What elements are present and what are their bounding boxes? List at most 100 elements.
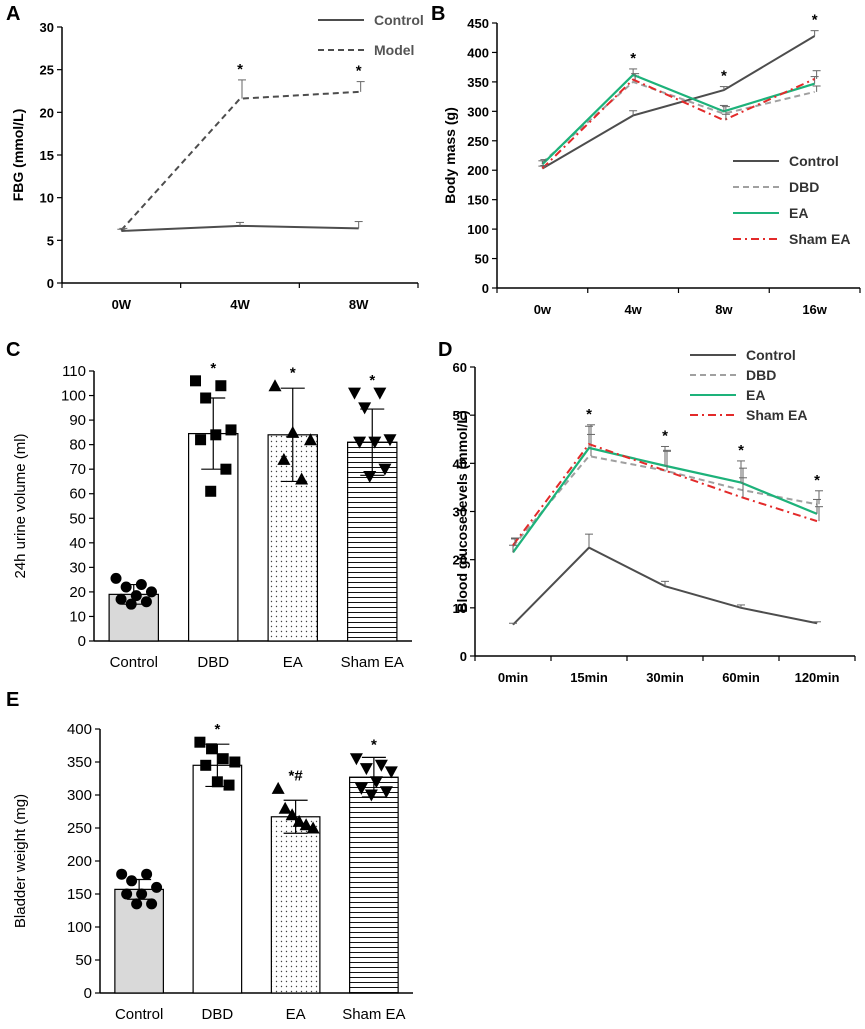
y-axis-title: 24h urine volume (ml) bbox=[12, 433, 29, 578]
y-tick-label: 30 bbox=[69, 559, 86, 576]
series-line-dbd bbox=[512, 455, 818, 547]
y-axis-title: Body mass (g) bbox=[442, 107, 458, 203]
data-point bbox=[126, 875, 138, 887]
y-tick-label: 0 bbox=[84, 985, 92, 1002]
panel-label-d: D bbox=[438, 339, 452, 361]
panel-label-a: A bbox=[6, 3, 20, 25]
significance-star: * bbox=[237, 61, 243, 78]
y-tick-label: 200 bbox=[467, 163, 489, 178]
y-tick-label: 400 bbox=[467, 45, 489, 60]
y-tick-label: 0 bbox=[78, 633, 86, 650]
y-tick-label: 30 bbox=[453, 505, 467, 520]
data-point bbox=[145, 586, 157, 598]
y-tick-label: 30 bbox=[40, 20, 54, 35]
data-point bbox=[136, 888, 148, 900]
x-tick-label: Control bbox=[115, 1006, 163, 1023]
data-point bbox=[190, 375, 202, 387]
legend-label: DBD bbox=[789, 179, 819, 195]
data-point bbox=[358, 402, 372, 415]
y-tick-label: 70 bbox=[69, 461, 86, 478]
y-tick-label: 90 bbox=[69, 412, 86, 429]
bar bbox=[270, 816, 321, 994]
data-point bbox=[205, 485, 217, 497]
x-tick-label: 120min bbox=[795, 670, 840, 685]
series-line-sham-ea bbox=[541, 78, 816, 170]
data-point bbox=[306, 821, 320, 834]
legend-label: Control bbox=[789, 153, 839, 169]
data-point bbox=[384, 766, 398, 779]
legend-label: Model bbox=[374, 42, 414, 58]
x-tick-label: Sham EA bbox=[342, 1006, 405, 1023]
series-line-ea bbox=[541, 73, 815, 166]
y-axis-title: Bladder weight (mg) bbox=[12, 794, 29, 928]
data-point bbox=[303, 433, 317, 446]
data-point bbox=[229, 756, 241, 768]
significance-star: * bbox=[812, 12, 818, 29]
data-point bbox=[200, 392, 212, 404]
series-line-sham-ea bbox=[512, 442, 818, 546]
y-tick-label: 0 bbox=[482, 281, 489, 296]
data-point bbox=[223, 779, 235, 791]
x-tick-label: 0min bbox=[498, 670, 528, 685]
legend-label: EA bbox=[746, 387, 765, 403]
data-point bbox=[135, 579, 147, 591]
data-point bbox=[115, 593, 127, 605]
y-tick-label: 110 bbox=[62, 363, 86, 380]
x-tick-label: 8w bbox=[715, 302, 733, 317]
y-tick-label: 60 bbox=[69, 486, 86, 503]
data-point bbox=[299, 818, 313, 831]
y-tick-label: 100 bbox=[467, 222, 489, 237]
bar bbox=[349, 776, 399, 994]
series-line-control bbox=[121, 224, 359, 232]
y-tick-label: 50 bbox=[75, 952, 92, 969]
y-tick-label: 20 bbox=[453, 553, 467, 568]
x-tick-label: 15min bbox=[570, 670, 608, 685]
data-point bbox=[383, 434, 397, 447]
y-tick-label: 50 bbox=[453, 408, 467, 423]
significance-star: * bbox=[356, 63, 362, 80]
y-tick-label: 200 bbox=[67, 853, 92, 870]
significance-star: * bbox=[721, 68, 727, 85]
y-tick-label: 80 bbox=[69, 437, 86, 454]
significance-star: * bbox=[369, 372, 375, 389]
panel-label-e: E bbox=[6, 689, 19, 711]
y-tick-label: 5 bbox=[47, 233, 54, 248]
significance-star: * bbox=[586, 406, 592, 423]
significance-star: * bbox=[290, 365, 296, 382]
y-tick-label: 10 bbox=[69, 608, 86, 625]
y-tick-label: 100 bbox=[61, 388, 86, 405]
significance-star: *# bbox=[289, 767, 304, 784]
data-point bbox=[125, 598, 137, 610]
panel-a-chart: 0 5 10 15 20 25 30 0W 4W 8W FBG (mmol/L) * * Control M… bbox=[10, 12, 424, 312]
x-tick-label: 4W bbox=[230, 297, 250, 312]
data-point bbox=[354, 782, 368, 795]
data-point bbox=[200, 759, 212, 771]
legend-label: Control bbox=[374, 12, 424, 28]
x-tick-label: 30min bbox=[646, 670, 684, 685]
data-point bbox=[121, 888, 133, 900]
y-tick-label: 25 bbox=[40, 63, 54, 78]
significance-star: * bbox=[738, 442, 744, 459]
data-point bbox=[225, 424, 237, 436]
bar bbox=[192, 764, 243, 994]
data-point bbox=[140, 596, 152, 608]
data-point bbox=[373, 387, 387, 400]
legend-label: EA bbox=[789, 205, 808, 221]
series-line-control bbox=[541, 35, 816, 170]
y-tick-label: 100 bbox=[67, 919, 92, 936]
legend-label: Sham EA bbox=[789, 231, 850, 247]
significance-star: * bbox=[210, 360, 216, 377]
y-tick-label: 60 bbox=[453, 360, 467, 375]
data-point bbox=[368, 436, 382, 449]
panel-d-chart: 0 10 20 30 40 50 60 0min 15min 30min 60min 120min Bl… bbox=[453, 347, 856, 685]
y-tick-label: 450 bbox=[467, 16, 489, 31]
significance-star: * bbox=[662, 427, 668, 444]
y-tick-label: 300 bbox=[467, 104, 489, 119]
data-point bbox=[378, 463, 392, 476]
y-tick-label: 400 bbox=[67, 721, 92, 738]
series-line-dbd bbox=[541, 80, 815, 164]
data-point bbox=[295, 472, 309, 485]
y-tick-label: 20 bbox=[69, 584, 86, 601]
data-point bbox=[211, 776, 223, 788]
